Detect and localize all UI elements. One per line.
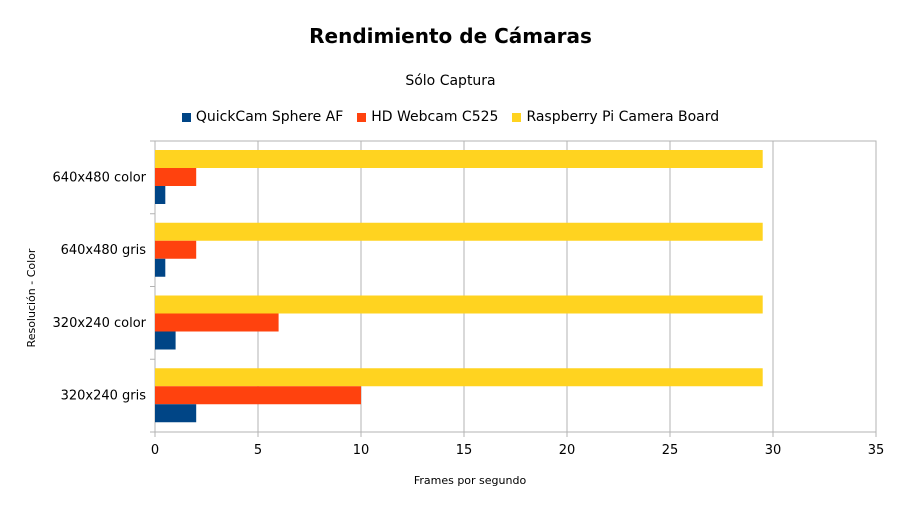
bar-quickcam-sphere-af-640x480-gris: [155, 258, 166, 277]
bar-raspberry-pi-camera-board-320x240-color: [155, 295, 763, 314]
legend-label-raspberry: Raspberry Pi Camera Board: [526, 109, 720, 125]
bar-hd-webcam-c525-320x240-gris: [155, 386, 361, 405]
x-tick-label-35: 35: [868, 443, 885, 458]
legend-swatch-quickcam: [181, 112, 191, 122]
x-tick-label-20: 20: [559, 443, 576, 458]
axis-layer: 0 5 10 15 20 25 30 35 640x480 color 640x480 gris 3…: [53, 170, 885, 458]
legend-label-quickcam: QuickCam Sphere AF: [195, 109, 344, 125]
bar-hd-webcam-c525-640x480-gris: [155, 240, 197, 259]
x-tick-label-5: 5: [254, 443, 262, 458]
y-tick-label-640x480-color: 640x480 color: [53, 170, 147, 185]
x-axis-label: Frames por segundo: [414, 474, 527, 487]
legend-item-raspberry: Raspberry Pi Camera Board: [512, 109, 719, 125]
x-tick-label-15: 15: [456, 443, 473, 458]
legend-item-hd-webcam: HD Webcam C525: [357, 109, 498, 125]
bar-raspberry-pi-camera-board-640x480-gris: [155, 222, 763, 241]
x-tick-label-10: 10: [353, 443, 370, 458]
bar-hd-webcam-c525-640x480-color: [155, 168, 197, 186]
chart-legend: QuickCam Sphere AF HD Webcam C525 Raspbe…: [0, 109, 901, 125]
y-axis-label: Resolución - Color: [25, 248, 38, 347]
chart-subtitle: Sólo Captura: [405, 73, 496, 89]
y-tick-label-320x240-color: 320x240 color: [53, 316, 147, 331]
y-tick-label-320x240-gris: 320x240 gris: [61, 389, 147, 404]
x-tick-label-0: 0: [151, 443, 159, 458]
bar-hd-webcam-c525-320x240-color: [155, 313, 279, 332]
bar-raspberry-pi-camera-board-640x480-color: [155, 150, 763, 168]
y-tick-label-640x480-gris: 640x480 gris: [61, 243, 147, 258]
x-tick-label-25: 25: [662, 443, 679, 458]
chart-title: Rendimiento de Cámaras: [309, 24, 592, 48]
bar-quickcam-sphere-af-320x240-color: [155, 331, 176, 350]
legend-label-hd-webcam: HD Webcam C525: [371, 109, 499, 125]
x-tick-label-30: 30: [765, 443, 782, 458]
bar-raspberry-pi-camera-board-320x240-gris: [155, 368, 763, 387]
bar-layer: [155, 150, 763, 423]
legend-swatch-raspberry: [512, 112, 522, 122]
legend-swatch-hd-webcam: [357, 112, 367, 122]
bar-quickcam-sphere-af-320x240-gris: [155, 404, 197, 423]
legend-item-quickcam: QuickCam Sphere AF: [181, 109, 344, 125]
bar-quickcam-sphere-af-640x480-color: [155, 186, 166, 204]
